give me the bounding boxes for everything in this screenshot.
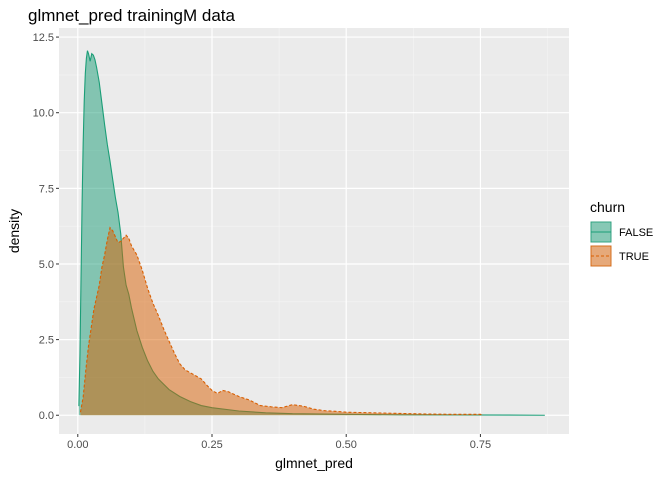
y-axis: 0.0 2.5 5.0 7.5 10.0 12.5	[33, 32, 59, 422]
density-areas	[78, 50, 545, 416]
x-axis-title: glmnet_pred	[275, 455, 353, 471]
legend-items: FALSE TRUE	[590, 221, 653, 267]
x-tick-label: 0.00	[67, 439, 88, 451]
x-tick-label: 0.50	[335, 439, 356, 451]
x-tick-label: 0.25	[201, 439, 222, 451]
y-tick-label: 5.0	[39, 259, 54, 271]
density-line-true	[79, 226, 484, 416]
y-tick-label: 7.5	[39, 183, 54, 195]
legend-label-false: FALSE	[619, 227, 653, 239]
legend: churn FALSE TRUE	[590, 199, 653, 267]
y-tick-label: 0.0	[39, 410, 54, 422]
y-tick-label: 2.5	[39, 335, 54, 347]
legend-label-true: TRUE	[619, 251, 649, 263]
density-area-true	[80, 227, 484, 416]
x-tick-label: 0.75	[470, 439, 491, 451]
chart-title: glmnet_pred trainingM data	[28, 6, 236, 25]
x-axis: 0.00 0.25 0.50 0.75	[67, 434, 491, 451]
y-axis-title: density	[6, 209, 22, 253]
y-tick-label: 12.5	[33, 32, 54, 44]
y-tick-label: 10.0	[33, 108, 54, 120]
legend-title: churn	[590, 199, 625, 215]
